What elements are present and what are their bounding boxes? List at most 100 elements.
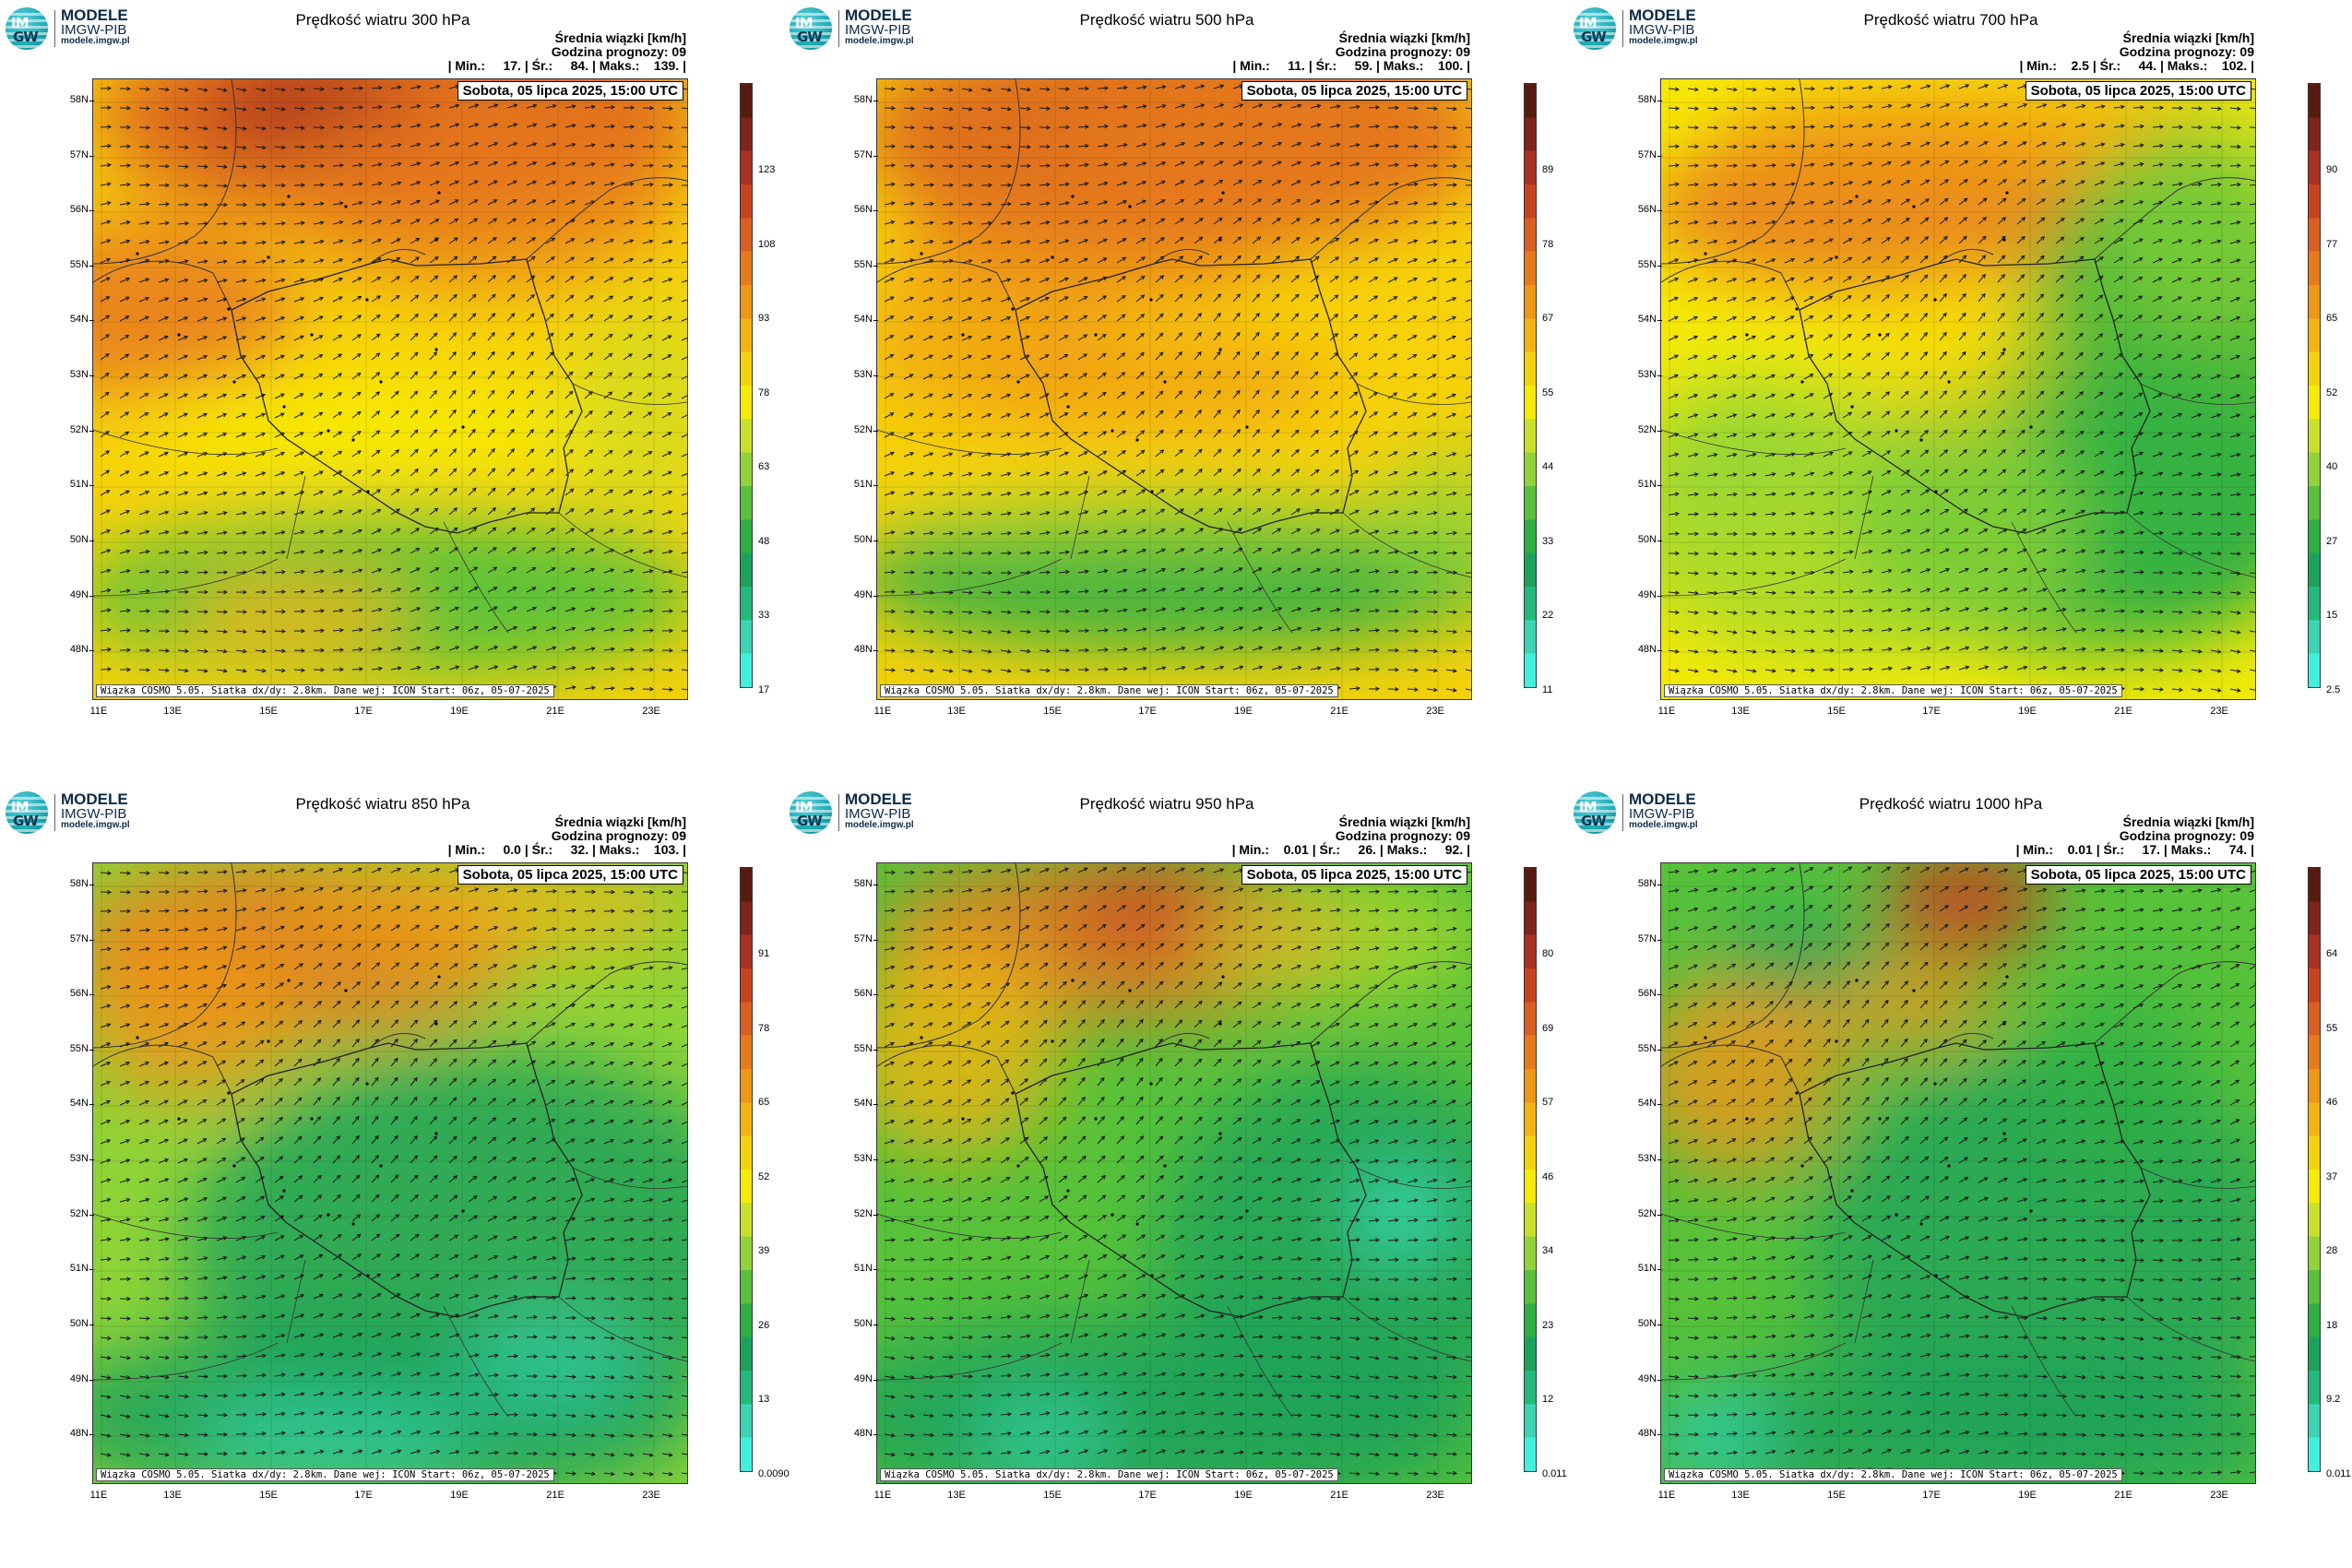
wind-map[interactable]: Sobota, 05 lipca 2025, 15:00 UTC Wiązka C…	[1660, 862, 2256, 1484]
city-marker	[2002, 1022, 2006, 1026]
poland-border	[231, 258, 583, 534]
colorbar-tick-label: 26	[758, 1320, 770, 1331]
colorbar	[740, 83, 753, 688]
lon-tick-label: 11E	[1657, 1490, 1676, 1501]
wind-panel-1: IM GW MODELE IMGW-PIB modele.imgw.pl Prędkość…	[784, 0, 1568, 784]
colorbar-tick-label: 12	[1542, 1394, 1554, 1405]
city-marker	[1149, 1082, 1153, 1086]
lat-tick-label: 54N	[832, 1098, 878, 1109]
wind-speed-area	[564, 301, 687, 522]
lon-tick-label: 15E	[1043, 706, 1062, 717]
city-marker	[1111, 1213, 1114, 1217]
imgw-logo: IM GW MODELE IMGW-PIB modele.imgw.pl	[6, 790, 144, 834]
city-marker	[1128, 205, 1132, 208]
lat-tick-label: 56N	[48, 988, 94, 999]
colorbar-tick-label: 48	[758, 536, 770, 547]
model-info-footer: Wiązka COSMO 5.05. Siatka dx/dy: 2.8km. …	[96, 684, 554, 697]
lat-tick-label: 49N	[48, 1373, 94, 1384]
lat-tick-label: 55N	[48, 259, 94, 270]
logo-text-url[interactable]: modele.imgw.pl	[845, 36, 914, 46]
lon-tick-label: 21E	[546, 1490, 564, 1501]
wind-map[interactable]: Sobota, 05 lipca 2025, 15:00 UTC Wiązka C…	[92, 78, 688, 700]
wind-map[interactable]: Sobota, 05 lipca 2025, 15:00 UTC Wiązka C…	[876, 862, 1472, 1484]
colorbar	[1524, 83, 1537, 688]
wind-map[interactable]: Sobota, 05 lipca 2025, 15:00 UTC Wiązka C…	[1660, 78, 2256, 700]
city-marker	[2002, 238, 2006, 242]
logo-text-url[interactable]: modele.imgw.pl	[1629, 36, 1698, 46]
lon-tick-label: 19E	[2018, 1490, 2037, 1501]
city-marker	[232, 1164, 236, 1168]
city-marker	[1934, 490, 1938, 493]
lat-tick-label: 53N	[1616, 369, 1662, 380]
lat-tick-label: 50N	[1616, 1318, 1662, 1329]
logo-badge-bottom: GW	[797, 813, 823, 829]
colorbar-tick-label: 55	[1542, 387, 1554, 398]
lat-tick-label: 52N	[48, 1208, 94, 1219]
city-marker	[1933, 1082, 1937, 1086]
city-markers	[920, 975, 1249, 1277]
header-units: Średnia wiązki [km/h]	[1338, 30, 1470, 45]
colorbar-tick-label: 23	[1542, 1320, 1554, 1331]
valid-time-label: Sobota, 05 lipca 2025, 15:00 UTC	[457, 81, 683, 101]
city-marker	[437, 191, 441, 195]
city-marker	[920, 252, 923, 255]
lon-tick-label: 13E	[1731, 706, 1750, 717]
logo-text-url[interactable]: modele.imgw.pl	[1629, 820, 1698, 830]
wind-speed-area	[268, 863, 687, 965]
lat-tick-label: 54N	[48, 314, 94, 325]
wind-speed-area	[185, 1398, 481, 1472]
header-stats: | Min.: 17. | Śr.: 84. | Maks.: 139. |	[447, 58, 686, 73]
city-marker	[227, 307, 231, 311]
lat-tick-label: 51N	[48, 1263, 94, 1274]
lat-tick-label: 55N	[48, 1043, 94, 1054]
city-marker	[961, 1117, 965, 1121]
lon-tick-label: 19E	[1234, 706, 1253, 717]
colorbar-tick-label: 11	[1542, 684, 1553, 695]
poland-border	[1015, 258, 1367, 534]
colorbar-tick-label: 28	[2326, 1245, 2338, 1256]
lon-tick-label: 13E	[163, 1490, 182, 1501]
wind-speed-area	[2104, 107, 2255, 328]
city-marker	[267, 1039, 270, 1043]
logo-text-url[interactable]: modele.imgw.pl	[61, 36, 130, 46]
wind-panel-5: IM GW MODELE IMGW-PIB modele.imgw.pl Prędkość…	[1568, 784, 2352, 1568]
header-stats: | Min.: 0.0 | Śr.: 32. | Maks.: 103. |	[447, 842, 686, 857]
wind-speed-area	[1716, 909, 1883, 1002]
city-marker	[366, 1274, 370, 1277]
city-marker	[461, 425, 465, 429]
graticule	[877, 863, 1471, 1483]
city-marker	[1745, 1117, 1749, 1121]
city-marker	[282, 405, 286, 409]
lat-tick-label: 52N	[1616, 424, 1662, 435]
neighbour-borders	[877, 1167, 1471, 1418]
city-marker	[1135, 438, 1139, 442]
lat-tick-label: 54N	[1616, 1098, 1662, 1109]
poland-border	[231, 1042, 583, 1318]
lon-tick-label: 17E	[354, 706, 373, 717]
header-stats: | Min.: 0.01 | Śr.: 26. | Maks.: 92. |	[1231, 842, 1470, 857]
city-marker	[1011, 1091, 1015, 1095]
city-marker	[327, 1213, 330, 1217]
colorbar	[740, 867, 753, 1472]
colorbar-tick-label: 2.5	[2326, 684, 2341, 695]
city-marker	[1745, 333, 1749, 337]
city-marker	[1011, 307, 1015, 311]
valid-time-label: Sobota, 05 lipca 2025, 15:00 UTC	[1241, 865, 1467, 885]
wind-map[interactable]: Sobota, 05 lipca 2025, 15:00 UTC Wiązka C…	[876, 78, 1472, 700]
logo-text-url[interactable]: modele.imgw.pl	[61, 820, 130, 830]
city-marker	[1016, 380, 1020, 384]
wind-speed-shading	[93, 863, 687, 1483]
neighbour-borders	[93, 383, 687, 634]
colorbar-tick-label: 0.011	[2326, 1468, 2351, 1479]
lon-tick-label: 19E	[2018, 706, 2037, 717]
model-info-footer: Wiązka COSMO 5.05. Siatka dx/dy: 2.8km. …	[1664, 684, 2122, 697]
graticule	[877, 79, 1471, 699]
lat-tick-label: 53N	[832, 1153, 878, 1164]
colorbar-tick-label: 17	[758, 684, 770, 695]
wind-field-svg	[93, 79, 687, 699]
wind-map[interactable]: Sobota, 05 lipca 2025, 15:00 UTC Wiązka C…	[92, 862, 688, 1484]
logo-text-url[interactable]: modele.imgw.pl	[845, 820, 914, 830]
lat-tick-label: 57N	[1616, 933, 1662, 944]
colorbar-tick-label: 44	[1542, 461, 1554, 472]
wind-field-svg	[1661, 863, 2255, 1483]
